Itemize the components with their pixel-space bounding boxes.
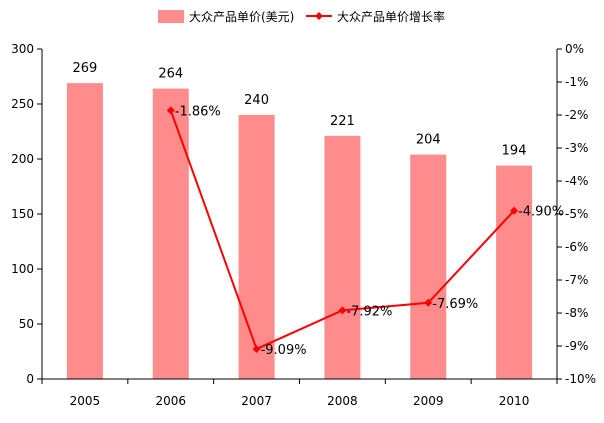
legend-line-marker	[315, 12, 323, 20]
bar-value-label-2010: 194	[502, 144, 527, 159]
right-tick-label: -3%	[565, 141, 588, 155]
bar-value-label-2005: 269	[73, 61, 98, 76]
line-value-label-2006: -1.86%	[175, 104, 221, 119]
left-tick-label: 250	[11, 97, 34, 111]
right-tick-label: -9%	[565, 339, 588, 353]
bar-2010	[496, 165, 533, 379]
left-tick-label: 200	[11, 152, 34, 166]
x-tick-label: 2010	[499, 394, 530, 408]
bar-value-label-2008: 221	[330, 114, 355, 129]
right-tick-label: 0%	[565, 42, 584, 56]
right-tick-label: -2%	[565, 108, 588, 122]
x-tick-label: 2007	[241, 394, 272, 408]
right-tick-label: -7%	[565, 273, 588, 287]
legend: 大众产品单价(美元) 大众产品单价增长率	[158, 9, 445, 24]
bar-value-label-2009: 204	[416, 133, 441, 148]
line-marker-2006	[166, 106, 175, 115]
x-tick-label: 2009	[413, 394, 444, 408]
line-value-label-2007: -9.09%	[261, 343, 307, 358]
right-tick-label: -5%	[565, 207, 588, 221]
bar-value-label-2007: 240	[244, 93, 269, 108]
bar-2007	[238, 115, 275, 379]
right-tick-label: -6%	[565, 240, 588, 254]
line-marker-2008	[338, 306, 347, 315]
line-value-label-2009: -7.69%	[432, 297, 478, 312]
line-series	[166, 106, 519, 353]
legend-bar-label: 大众产品单价(美元)	[189, 10, 294, 24]
left-tick-label: 50	[19, 317, 34, 331]
x-tick-label: 2006	[155, 394, 186, 408]
line-value-label-2010: -4.90%	[518, 205, 564, 220]
legend-bar-swatch	[158, 10, 184, 23]
left-tick-label: 0	[26, 372, 34, 386]
x-tick-label: 2008	[327, 394, 358, 408]
data-labels: 269 264 240 221 204 194 -1.86% -9.09% -7.92% -7.6…	[73, 61, 565, 358]
bar-series	[66, 83, 533, 379]
legend-line-label: 大众产品单价增长率	[337, 9, 445, 24]
bar-value-label-2006: 264	[158, 67, 183, 82]
right-tick-label: -10%	[565, 372, 596, 386]
bar-2006	[152, 88, 189, 379]
left-tick-label: 300	[11, 42, 34, 56]
right-tick-label: -4%	[565, 174, 588, 188]
axes: 0 50 100 150 200 250 300 0% -1% -2% -3% -4% -5% -6% -7…	[11, 42, 596, 408]
left-tick-label: 100	[11, 262, 34, 276]
right-tick-label: -8%	[565, 306, 588, 320]
bar-2005	[66, 83, 103, 379]
right-tick-label: -1%	[565, 75, 588, 89]
line-marker-2007	[252, 344, 261, 353]
left-tick-label: 150	[11, 207, 34, 221]
x-tick-label: 2005	[70, 394, 101, 408]
bar-2008	[324, 135, 361, 379]
line-value-label-2008: -7.92%	[346, 304, 392, 319]
line-marker-2009	[424, 298, 433, 307]
bar-2009	[410, 154, 447, 379]
line-marker-2010	[510, 206, 519, 215]
